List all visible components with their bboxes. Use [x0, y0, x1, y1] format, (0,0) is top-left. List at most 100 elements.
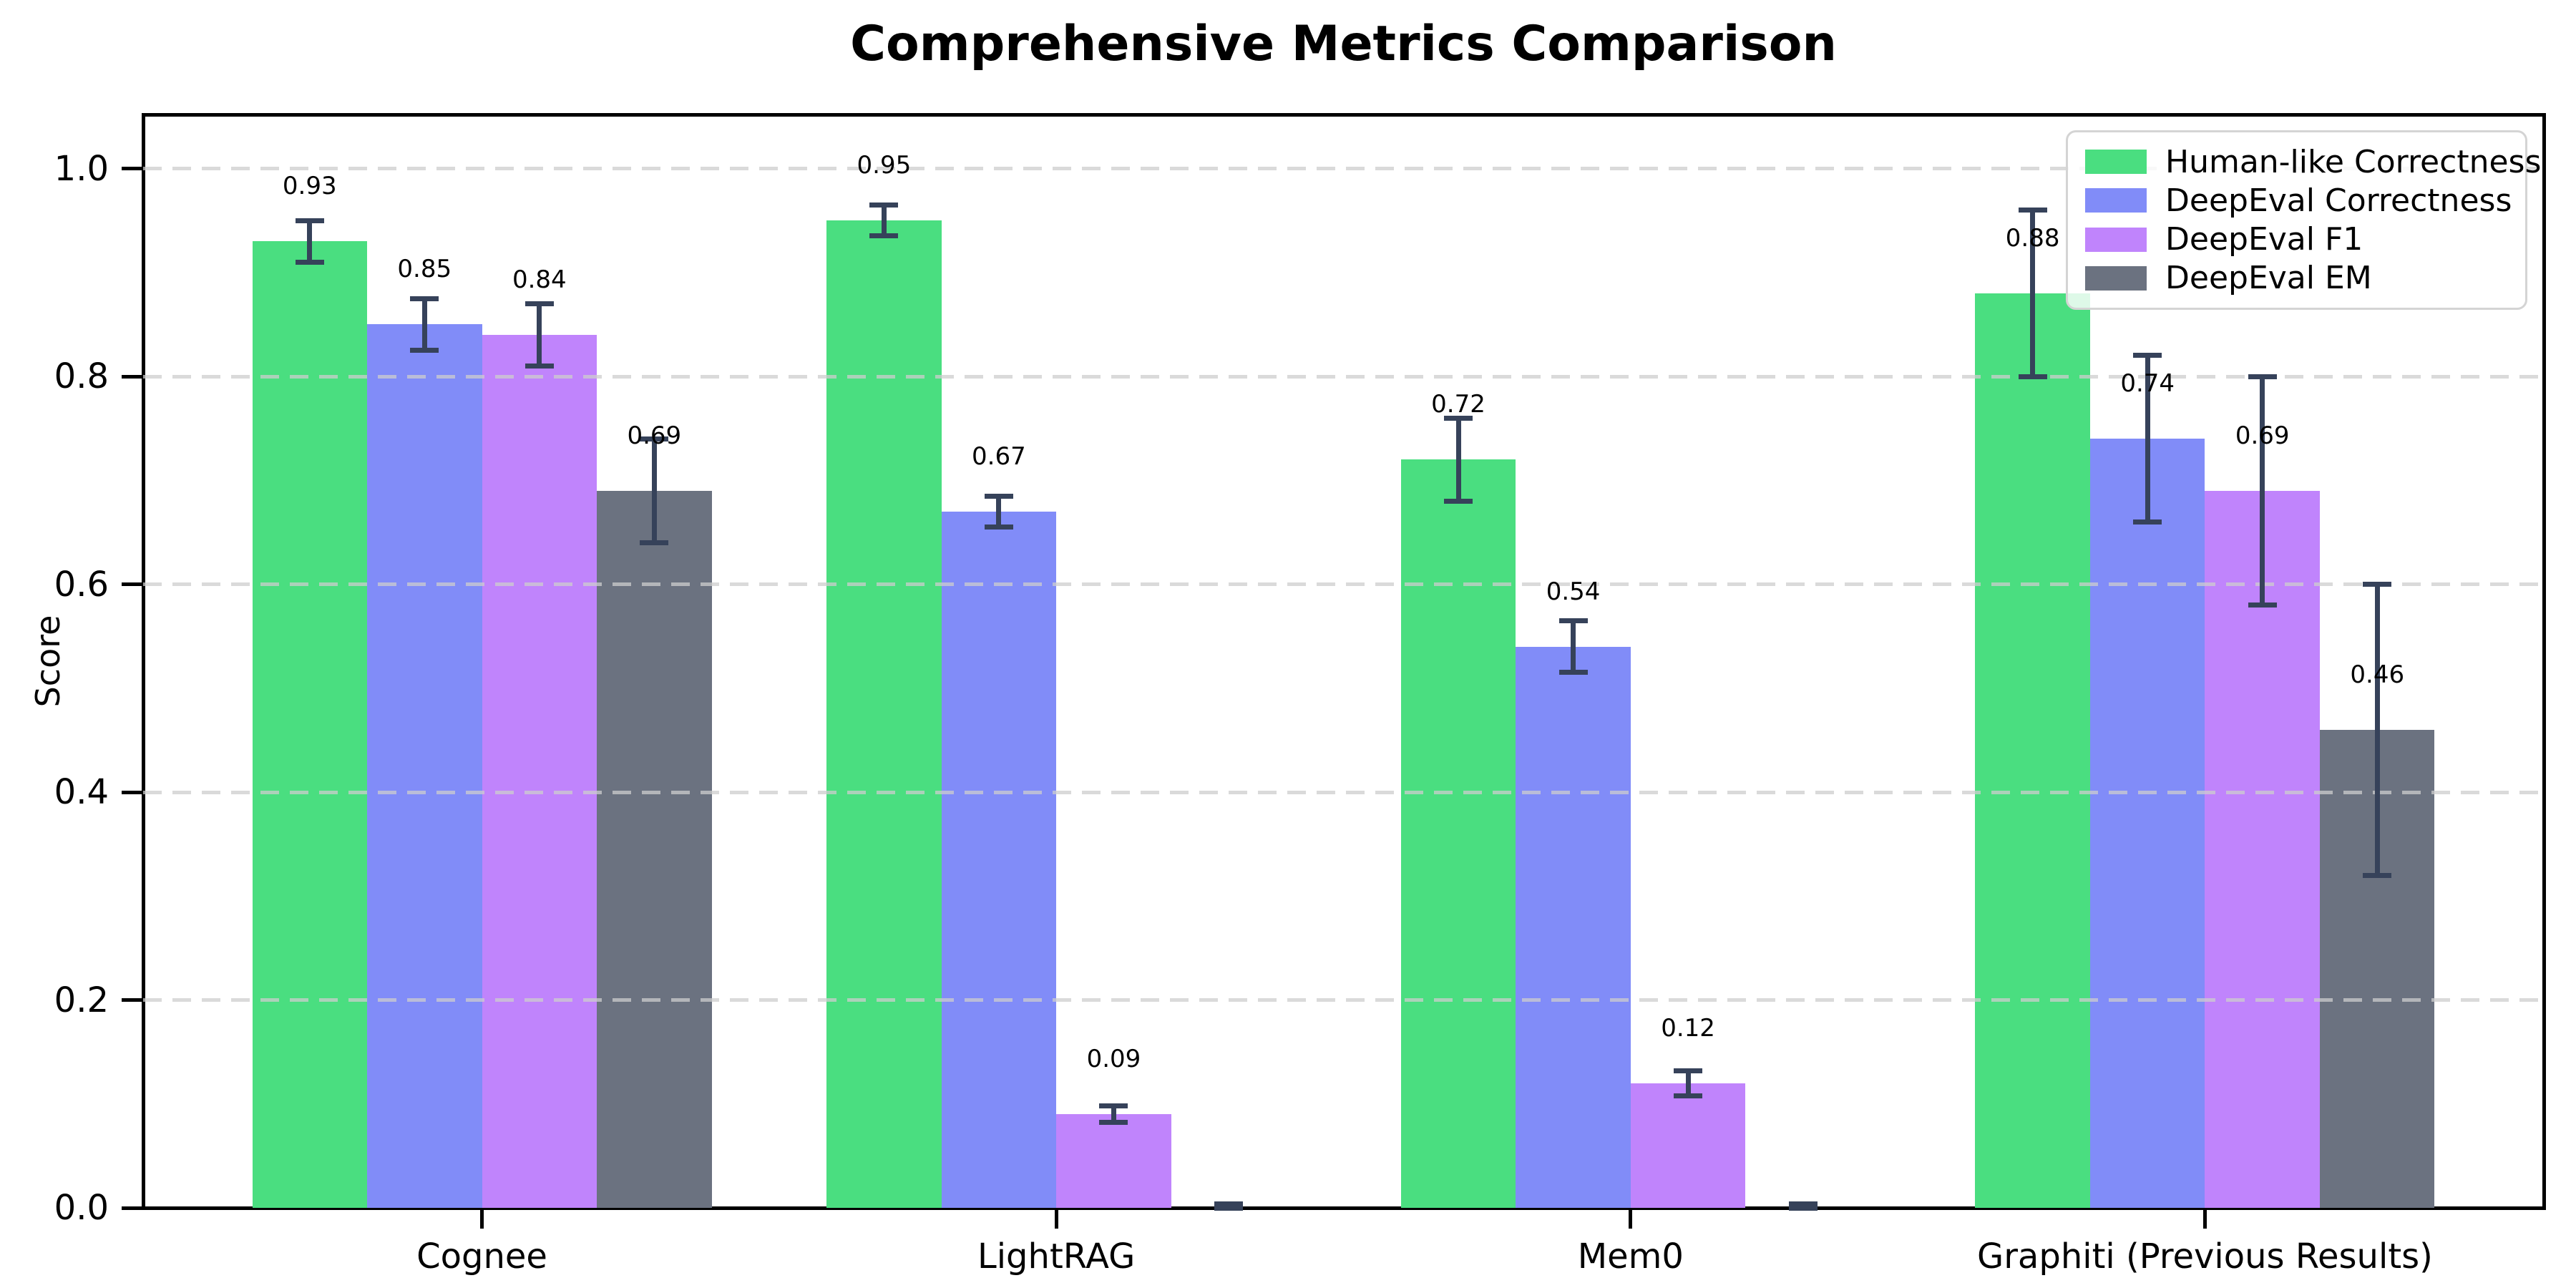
bar-value-label: 0.69	[627, 421, 682, 450]
error-bar-cap	[2133, 353, 2162, 358]
bar	[1516, 646, 1631, 1208]
legend-swatch	[2085, 227, 2147, 252]
error-bar-line	[651, 439, 657, 543]
error-bar-line	[1571, 620, 1576, 673]
y-tick-mark	[122, 167, 142, 171]
bar-value-label: 0.84	[512, 265, 567, 294]
x-tick-label: Cognee	[416, 1236, 547, 1277]
bar-value-label: 0.88	[2005, 223, 2060, 253]
bar	[1975, 293, 2090, 1208]
error-bar-line	[996, 496, 1002, 527]
bar	[367, 324, 482, 1208]
error-bar-cap	[640, 436, 669, 441]
error-bar-line	[1685, 1070, 1691, 1096]
y-tick-label: 0.6	[54, 564, 109, 605]
error-bar-cap	[1788, 1201, 1818, 1206]
legend-swatch	[2085, 188, 2147, 213]
bar	[826, 220, 942, 1208]
legend-swatch	[2085, 265, 2147, 291]
error-bar-cap	[1099, 1103, 1128, 1109]
error-bar-cap	[295, 259, 324, 265]
error-bar-cap	[1674, 1093, 1703, 1098]
x-tick-mark	[480, 1210, 484, 1229]
bar	[2089, 439, 2205, 1208]
y-tick-mark	[122, 1206, 142, 1210]
bar-value-label: 0.95	[857, 151, 912, 180]
error-bar-line	[537, 303, 542, 366]
error-bar-cap	[1444, 498, 1473, 504]
chart-title: Comprehensive Metrics Comparison	[850, 16, 1837, 72]
plot-area	[141, 112, 2546, 1210]
bar-value-label: 0.54	[1546, 577, 1601, 606]
error-bar-cap	[410, 348, 439, 353]
error-bar-cap	[984, 525, 1013, 530]
legend-label: DeepEval F1	[2165, 221, 2363, 258]
bar-value-label: 0.69	[2235, 421, 2290, 450]
error-bar-cap	[525, 301, 554, 306]
bar-value-label: 0.12	[1661, 1013, 1715, 1043]
error-bar-cap	[869, 233, 899, 239]
y-tick-label: 1.0	[54, 148, 109, 189]
error-bar-cap	[1444, 415, 1473, 421]
legend-swatch	[2085, 150, 2147, 175]
legend: Human-like Correctness DeepEval Correctne…	[2066, 130, 2541, 310]
bar-value-label: 0.93	[282, 172, 337, 201]
x-tick-label: Graphiti (Previous Results)	[1977, 1236, 2433, 1277]
bar	[252, 241, 368, 1208]
y-tick-label: 0.0	[54, 1188, 109, 1228]
bar	[1630, 1083, 1746, 1208]
error-bar-cap	[2248, 602, 2277, 608]
x-tick-label: LightRAG	[977, 1236, 1136, 1277]
bar-value-label: 0.72	[1431, 390, 1485, 419]
error-bar-cap	[869, 202, 899, 208]
error-bar-cap	[1099, 1120, 1128, 1126]
error-bar-line	[1111, 1106, 1116, 1123]
error-bar-cap	[295, 218, 324, 223]
bar-value-label: 0.67	[972, 441, 1026, 471]
error-bar-line	[881, 205, 887, 236]
x-tick-label: Mem0	[1577, 1236, 1684, 1277]
error-bar-line	[307, 220, 313, 263]
bar	[2205, 490, 2320, 1208]
y-tick-mark	[122, 374, 142, 379]
error-bar-line	[421, 298, 427, 351]
legend-item: DeepEval Correctness	[2085, 182, 2512, 219]
bar	[597, 490, 712, 1208]
legend-item: DeepEval F1	[2085, 221, 2508, 258]
bar	[941, 511, 1057, 1208]
bar-value-label: 0.85	[397, 255, 452, 284]
y-tick-label: 0.4	[54, 772, 109, 812]
error-bar-cap	[640, 540, 669, 545]
error-bar-cap	[1214, 1205, 1243, 1211]
y-tick-mark	[122, 790, 142, 794]
legend-label: DeepEval Correctness	[2165, 182, 2512, 219]
legend-item: Human-like Correctness	[2085, 144, 2541, 180]
error-bar-line	[2260, 376, 2265, 605]
bar-value-label: 0.74	[2120, 369, 2175, 399]
error-bar-cap	[2018, 208, 2047, 213]
error-bar-cap	[1558, 670, 1588, 675]
error-bar-cap	[2363, 582, 2392, 587]
error-bar-line	[1455, 418, 1461, 502]
y-axis-label: Score	[29, 615, 67, 708]
error-bar-cap	[1674, 1068, 1703, 1073]
x-tick-mark	[2202, 1210, 2207, 1229]
legend-label: DeepEval EM	[2165, 260, 2372, 297]
x-tick-mark	[1629, 1210, 1633, 1229]
error-bar-cap	[2363, 872, 2392, 878]
y-tick-label: 0.8	[54, 356, 109, 397]
y-tick-mark	[122, 582, 142, 587]
x-tick-mark	[1054, 1210, 1058, 1229]
error-bar-line	[2374, 584, 2380, 876]
legend-label: Human-like Correctness	[2165, 143, 2542, 180]
bar	[482, 334, 597, 1208]
error-bar-cap	[2133, 519, 2162, 525]
bar-value-label: 0.46	[2350, 660, 2405, 689]
error-bar-cap	[984, 493, 1013, 499]
bar	[1400, 459, 1516, 1208]
error-bar-cap	[525, 363, 554, 369]
bar	[1056, 1114, 1171, 1208]
y-tick-label: 0.2	[54, 980, 109, 1020]
error-bar-cap	[1558, 618, 1588, 623]
